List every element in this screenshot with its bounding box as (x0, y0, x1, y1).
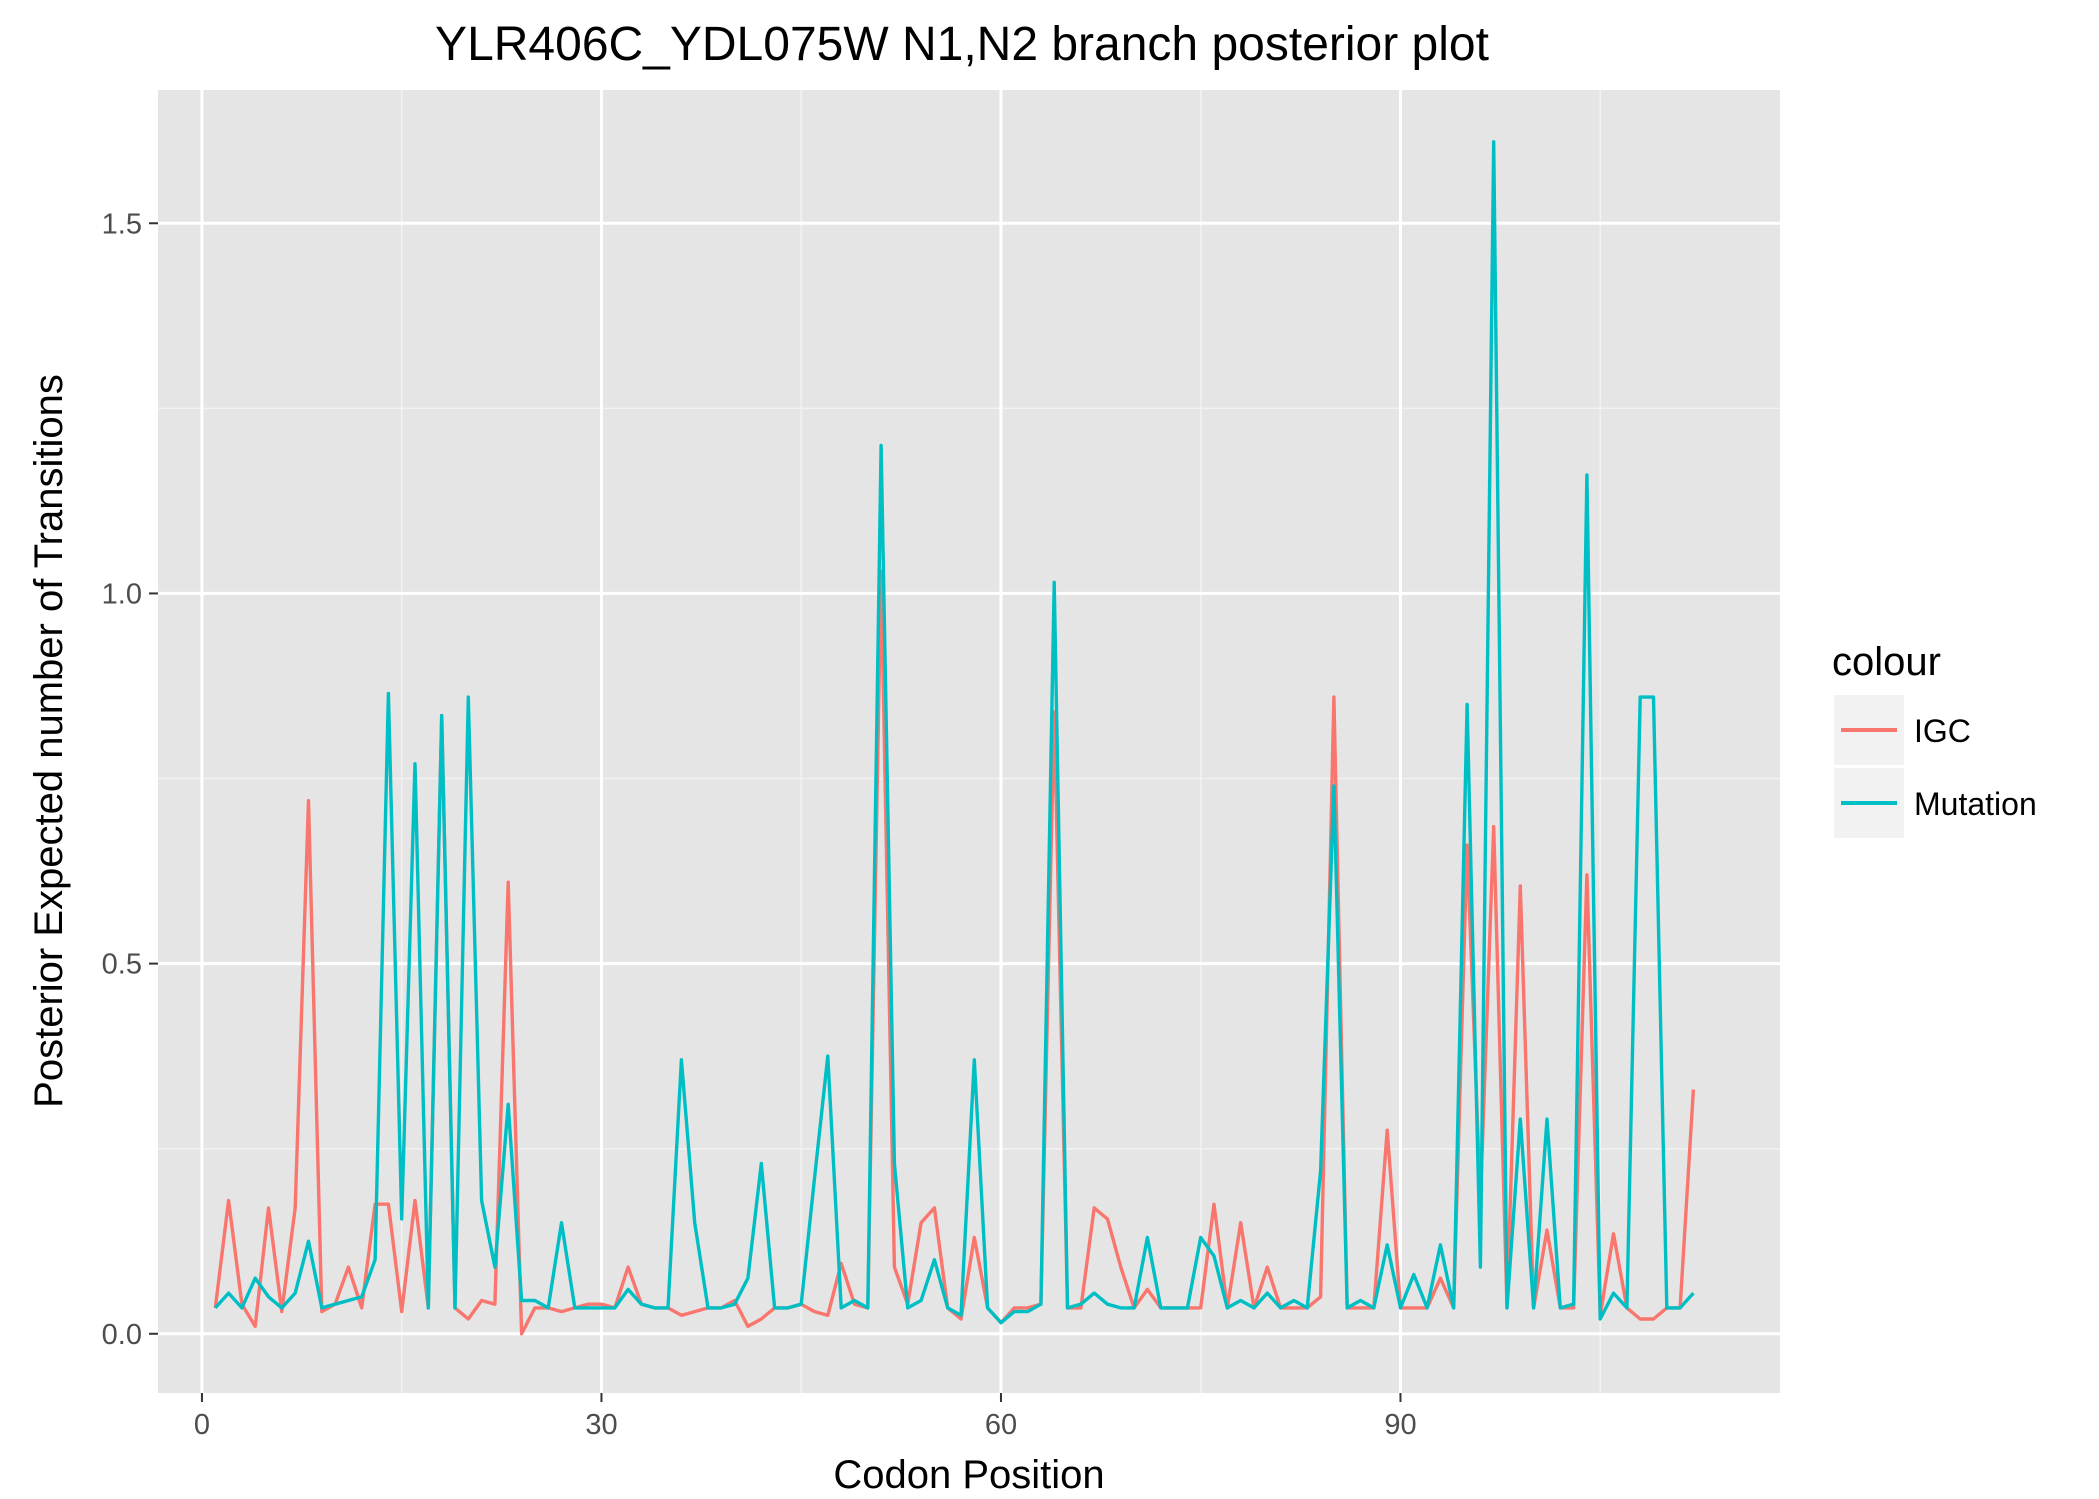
x-tick-label: 90 (1384, 1409, 1416, 1441)
x-axis-title: Codon Position (833, 1453, 1104, 1497)
minor-gridlines (158, 90, 1780, 1393)
x-tick-label: 60 (985, 1409, 1017, 1441)
major-gridlines (158, 90, 1780, 1393)
y-tick-label: 1.5 (102, 208, 142, 240)
x-tick-label: 30 (585, 1409, 617, 1441)
axis-ticks: 0 30 60 90 0.0 0.5 1.0 1.5 (102, 208, 1417, 1441)
legend-label-igc: IGC (1914, 713, 1971, 749)
legend-label-mutation: Mutation (1914, 786, 2037, 822)
y-tick-label: 0.5 (102, 949, 142, 981)
legend-title: colour (1832, 640, 1941, 684)
y-axis-title: Posterior Expected number of Transitions (27, 374, 71, 1108)
chart-title: YLR406C_YDL075W N1,N2 branch posterior p… (435, 18, 1489, 71)
x-tick-label: 0 (194, 1409, 210, 1441)
y-tick-label: 0.0 (102, 1319, 142, 1351)
series-lines (213, 140, 1696, 1336)
series-line-mutation (214, 140, 1695, 1325)
y-tick-label: 1.0 (102, 578, 142, 610)
legend: colour IGC Mutation (1832, 640, 2037, 838)
